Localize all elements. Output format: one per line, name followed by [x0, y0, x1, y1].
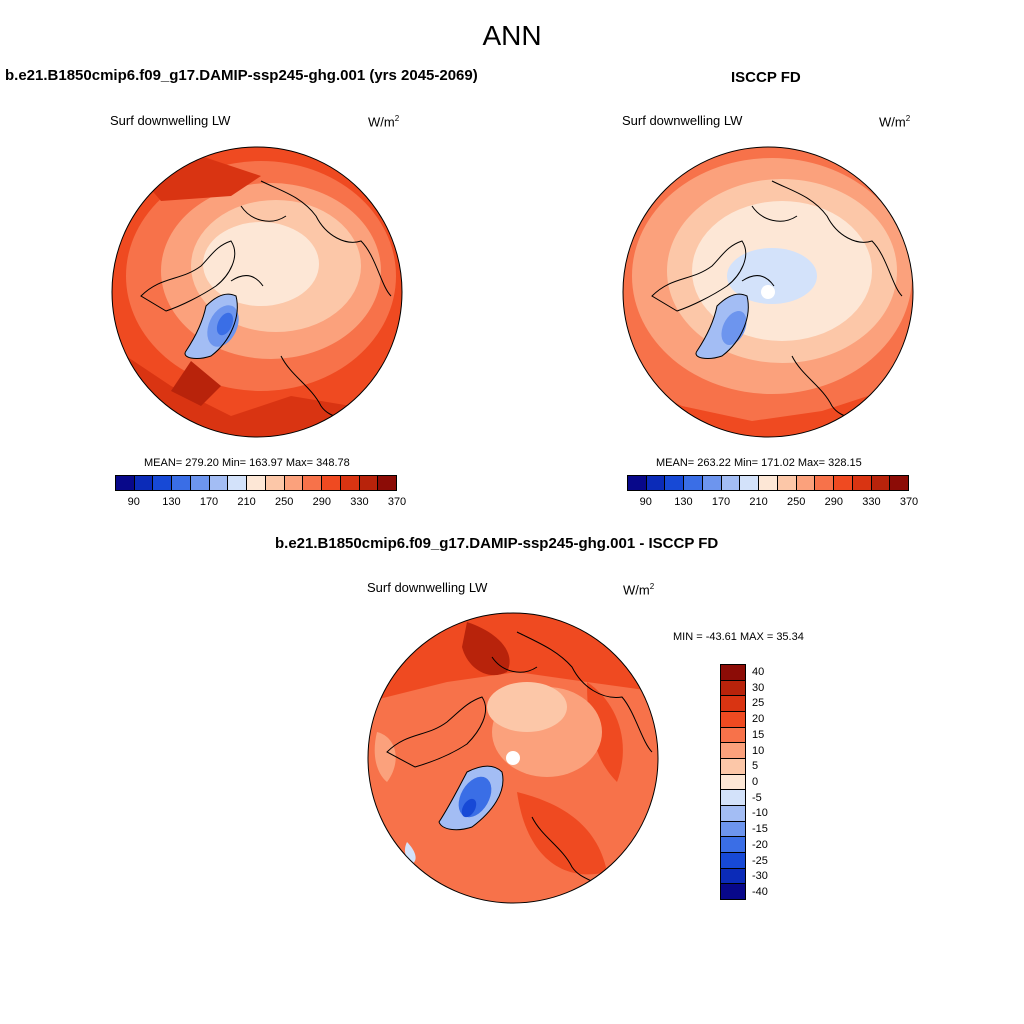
- model-stats-label: MEAN= 279.20 Min= 163.97 Max= 348.78: [144, 457, 350, 469]
- obs-colorbar-tick-label: 210: [749, 496, 768, 508]
- obs-colorbar-tick-label: 330: [862, 496, 881, 508]
- diff-colorbar-tick-label: 20: [752, 713, 765, 726]
- obs-colorbar-swatch: [777, 476, 797, 490]
- model-polar-map: [111, 146, 403, 438]
- diff-colorbar: [720, 664, 746, 900]
- obs-variable-label: Surf downwelling LW: [622, 113, 743, 128]
- model-colorbar-swatch: [209, 476, 229, 490]
- model-colorbar-swatch: [265, 476, 285, 490]
- diff-colorbar-tick-label: -15: [752, 823, 768, 836]
- diff-colorbar-ticks: 40 30 25 20 15 10 5 0 -5 -10 -15 -20 -25 -30 -40: [752, 664, 792, 900]
- obs-colorbar-swatch: [684, 476, 703, 490]
- model-colorbar-swatch: [116, 476, 135, 490]
- diff-colorbar-swatch: [721, 696, 745, 713]
- diff-colorbar-swatch: [721, 821, 745, 838]
- obs-colorbar-tick-label: 170: [711, 496, 731, 508]
- model-colorbar-tick-label: 210: [237, 496, 256, 508]
- model-colorbar-swatch: [303, 476, 323, 490]
- obs-colorbar-tick-label: 90: [639, 496, 652, 508]
- page-title: ANN: [482, 20, 542, 51]
- diff-colorbar-tick-label: 10: [752, 744, 765, 757]
- diff-colorbar-tick-label: -25: [752, 854, 768, 867]
- diff-colorbar-tick-label: 40: [752, 665, 765, 678]
- model-colorbar-swatch: [359, 476, 379, 490]
- diff-units-label: W/m2: [623, 582, 655, 598]
- diff-colorbar-tick-label: 5: [752, 760, 759, 773]
- obs-colorbar-swatch: [740, 476, 760, 490]
- diff-stats-label: MIN = -43.61 MAX = 35.34: [673, 631, 804, 643]
- diff-colorbar-tick-label: 15: [752, 728, 765, 741]
- model-colorbar-tick-label: 330: [350, 496, 369, 508]
- obs-colorbar-swatch: [852, 476, 872, 490]
- model-colorbar-swatch: [284, 476, 304, 490]
- obs-colorbar-swatch: [702, 476, 722, 490]
- diff-colorbar-tick-label: -40: [752, 886, 768, 899]
- model-colorbar-swatch: [378, 476, 397, 490]
- model-colorbar-swatch: [228, 476, 248, 490]
- model-colorbar-swatch: [340, 476, 360, 490]
- obs-colorbar-swatch: [759, 476, 778, 490]
- diff-panel-title: b.e21.B1850cmip6.f09_g17.DAMIP-ssp245-gh…: [275, 535, 719, 552]
- model-colorbar-tick-label: 90: [127, 496, 140, 508]
- obs-colorbar-swatch: [721, 476, 741, 490]
- diff-colorbar-swatch: [721, 837, 745, 854]
- model-colorbar-tick-label: 130: [162, 496, 181, 508]
- model-variable-label: Surf downwelling LW: [110, 113, 231, 128]
- diff-colorbar-swatch: [721, 665, 745, 681]
- model-colorbar: [115, 475, 397, 491]
- obs-colorbar-swatch: [890, 476, 909, 490]
- obs-colorbar-swatch: [871, 476, 891, 490]
- diff-colorbar-swatch: [721, 790, 745, 807]
- diff-colorbar-swatch: [721, 727, 745, 744]
- obs-colorbar-swatch: [834, 476, 853, 490]
- diff-colorbar-swatch: [721, 759, 745, 775]
- diff-colorbar-tick-label: -20: [752, 838, 768, 851]
- model-panel-title: b.e21.B1850cmip6.f09_g17.DAMIP-ssp245-gh…: [5, 67, 478, 84]
- model-colorbar-swatch: [190, 476, 210, 490]
- model-colorbar-swatch: [247, 476, 266, 490]
- diff-colorbar-swatch: [721, 884, 745, 900]
- diff-colorbar-swatch: [721, 806, 745, 822]
- obs-colorbar-tick-label: 290: [824, 496, 843, 508]
- model-colorbar-swatch: [172, 476, 191, 490]
- model-colorbar-tick-label: 170: [199, 496, 219, 508]
- obs-colorbar: [627, 475, 909, 491]
- diff-colorbar-swatch: [721, 680, 745, 697]
- model-colorbar-tick-label: 290: [312, 496, 331, 508]
- diff-colorbar-swatch: [721, 712, 745, 728]
- diff-colorbar-swatch: [721, 743, 745, 760]
- obs-colorbar-swatch: [628, 476, 647, 490]
- diff-colorbar-tick-label: -30: [752, 870, 768, 883]
- diff-colorbar-swatch: [721, 853, 745, 869]
- obs-colorbar-tick-label: 370: [899, 496, 919, 508]
- obs-colorbar-swatch: [646, 476, 666, 490]
- model-colorbar-tick-label: 370: [387, 496, 407, 508]
- obs-colorbar-swatch: [665, 476, 685, 490]
- obs-colorbar-swatch: [796, 476, 816, 490]
- obs-polar-map: [622, 146, 914, 438]
- model-units-label: W/m2: [368, 114, 400, 130]
- diff-colorbar-tick-label: 25: [752, 697, 765, 710]
- diff-variable-label: Surf downwelling LW: [367, 580, 488, 595]
- model-colorbar-tick-label: 250: [275, 496, 294, 508]
- obs-colorbar-swatch: [815, 476, 835, 490]
- obs-colorbar-tick-label: 250: [787, 496, 806, 508]
- model-colorbar-swatch: [322, 476, 341, 490]
- diff-colorbar-swatch: [721, 868, 745, 885]
- obs-stats-label: MEAN= 263.22 Min= 171.02 Max= 328.15: [656, 457, 862, 469]
- obs-panel-title: ISCCP FD: [731, 69, 801, 86]
- diff-colorbar-tick-label: -5: [752, 791, 762, 804]
- diff-polar-map: [367, 612, 659, 904]
- diff-colorbar-tick-label: 30: [752, 681, 765, 694]
- diff-colorbar-tick-label: -10: [752, 807, 768, 820]
- obs-colorbar-tick-label: 130: [674, 496, 693, 508]
- diff-colorbar-tick-label: 0: [752, 776, 759, 788]
- model-colorbar-swatch: [153, 476, 173, 490]
- model-colorbar-swatch: [134, 476, 154, 490]
- diff-colorbar-swatch: [721, 774, 745, 791]
- obs-units-label: W/m2: [879, 114, 911, 130]
